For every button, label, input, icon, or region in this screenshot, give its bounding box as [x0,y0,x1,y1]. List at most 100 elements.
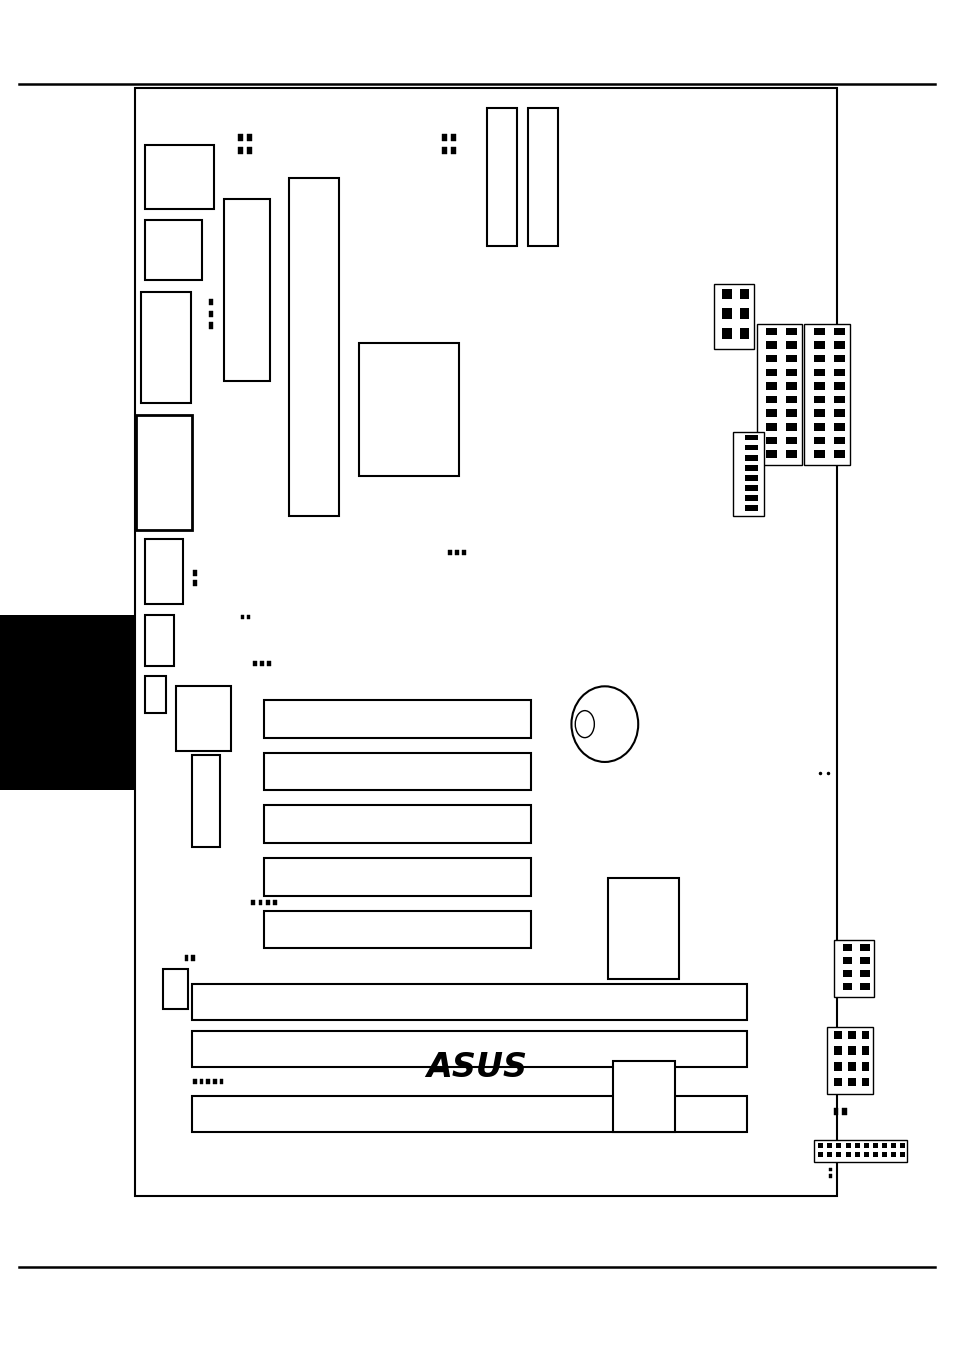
Bar [209,311,213,317]
Bar [862,1152,868,1158]
Bar [833,1108,838,1115]
Bar [192,1096,746,1132]
Bar [813,1140,906,1162]
Bar [785,369,797,376]
Bar [859,970,868,977]
Bar [721,289,731,300]
Bar [289,178,338,516]
Bar [861,1062,868,1071]
Bar [732,432,763,516]
Bar [145,539,183,604]
Ellipse shape [571,686,638,762]
Bar [833,342,844,349]
Bar [813,369,824,376]
Bar [192,1031,746,1067]
Bar [833,450,844,458]
Bar [209,322,213,328]
Bar [854,1152,859,1158]
Bar [765,369,777,376]
Bar [813,409,824,417]
Bar [247,615,250,619]
Bar [803,324,849,465]
Bar [136,415,192,530]
Bar [238,134,243,141]
Bar [785,396,797,404]
Bar [813,382,824,389]
Bar [713,284,753,349]
Bar [744,465,758,470]
Bar [813,423,824,431]
Bar [765,409,777,417]
Bar [273,900,276,905]
Bar [765,382,777,389]
Bar [252,900,255,905]
Bar [859,984,868,990]
Bar [264,858,531,896]
Bar [859,943,868,951]
Bar [721,308,731,319]
Bar [836,1152,841,1158]
Bar [854,1143,859,1148]
Bar [145,676,166,713]
Bar [785,382,797,389]
Bar [841,1108,846,1115]
Bar [219,1078,223,1084]
Bar [833,369,844,376]
Bar [828,1174,831,1178]
Bar [739,308,748,319]
Bar [785,423,797,431]
Bar [145,145,213,209]
Bar [192,755,220,847]
Bar [265,900,270,905]
Bar [193,570,197,576]
Bar [613,1061,675,1132]
Bar [826,1027,872,1094]
Bar [193,580,197,586]
Bar [833,409,844,417]
Bar [206,1078,210,1084]
Bar [184,955,188,961]
Bar [847,1078,855,1086]
Bar [253,661,256,666]
Bar [765,450,777,458]
Bar [193,1078,196,1084]
Bar [765,396,777,404]
Bar [862,1143,868,1148]
Bar [191,955,194,961]
Bar [872,1152,877,1158]
Bar [818,1143,822,1148]
Bar [213,1078,216,1084]
Bar [461,550,465,555]
Ellipse shape [575,711,594,738]
Bar [358,343,458,476]
Bar [192,984,746,1020]
Bar [744,455,758,461]
Bar [833,1078,841,1086]
Bar [841,970,851,977]
Bar [739,289,748,300]
Bar [813,328,824,335]
Bar [881,1143,886,1148]
Bar [890,1152,895,1158]
Bar [833,436,844,444]
Bar [145,615,173,666]
Bar [836,1143,841,1148]
Bar [833,328,844,335]
Bar [826,1143,832,1148]
Bar [145,220,202,280]
Bar [247,147,252,154]
Bar [833,355,844,362]
Bar [765,328,777,335]
Bar [744,505,758,511]
Bar [833,940,873,997]
Bar [847,1062,855,1071]
Bar [247,134,252,141]
Bar [861,1031,868,1039]
Bar [739,328,748,339]
Bar [785,450,797,458]
Bar [744,444,758,450]
Bar [813,396,824,404]
Bar [841,943,851,951]
Bar [872,1143,877,1148]
Bar [527,108,558,246]
